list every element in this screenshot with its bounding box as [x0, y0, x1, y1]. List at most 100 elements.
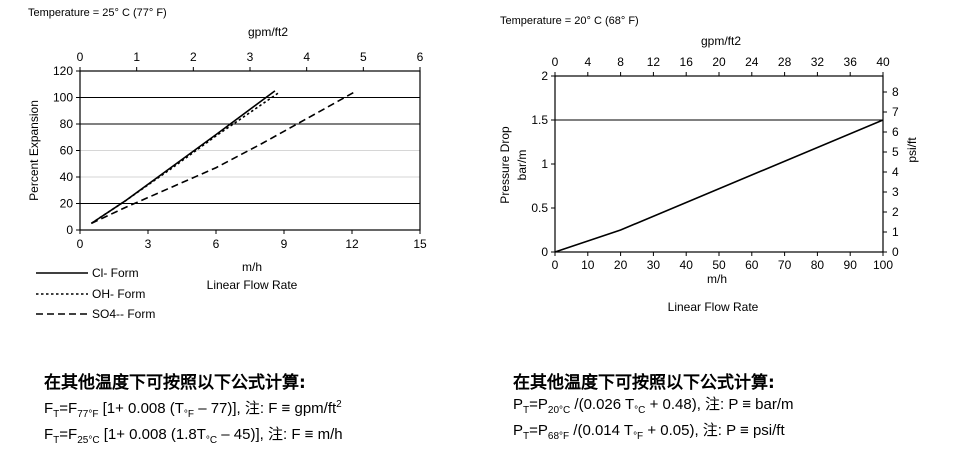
chart2-top-tick-label: 24 [745, 55, 759, 69]
chart1-x-axis-label-2: Linear Flow Rate [207, 278, 298, 292]
formula-text: – 77)], 注: F ≡ gpm/ft [194, 400, 337, 417]
chart1-series-line [90, 90, 357, 225]
formula-text: =P [529, 422, 548, 439]
chart2-y2-tick-label: 7 [892, 105, 899, 119]
chart1-legend-label: Cl- Form [92, 266, 139, 280]
chart1-top-tick-label: 1 [133, 50, 140, 64]
chart1-y-tick-label: 60 [60, 144, 74, 158]
formula-text: /(0.014 T [569, 422, 634, 439]
chart1-legend-label: OH- Form [92, 287, 145, 301]
formula-sub: T [53, 435, 60, 446]
chart2-y2-tick-label: 2 [892, 205, 899, 219]
chart1-x-tick-label: 6 [213, 237, 220, 251]
chart2-top-tick-label: 16 [680, 55, 694, 69]
chart2-top-tick-label: 36 [844, 55, 858, 69]
chart1-y-tick-label: 20 [60, 197, 74, 211]
formula-text: /(0.026 T [570, 396, 635, 413]
chart2-x-tick-label: 80 [811, 258, 825, 272]
formula-sub: 25°C [77, 435, 100, 446]
formula-text: F [44, 400, 54, 417]
chart2-y-tick-label: 0.5 [531, 201, 548, 215]
chart2-x-axis-label: m/h [707, 272, 727, 286]
chart2-x-tick-label: 0 [552, 258, 559, 272]
chart1-top-tick-label: 6 [417, 50, 424, 64]
chart2-top-tick-label: 12 [647, 55, 661, 69]
chart2-y-axis-unit: bar/m [515, 150, 529, 181]
chart2-x-tick-label: 20 [614, 258, 628, 272]
chart2-y-tick-label: 0 [541, 245, 548, 259]
formula-sub: 68°F [547, 431, 570, 442]
chart1-x-tick-label: 15 [413, 237, 427, 251]
chart2-x-tick-label: 60 [745, 258, 759, 272]
chart2-x-tick-label: 90 [844, 258, 858, 272]
chart2-y-tick-label: 1.5 [531, 113, 548, 127]
formula-text: + 0.48), 注: P ≡ bar/m [645, 396, 794, 413]
chart1-x-axis-label: m/h [242, 260, 262, 274]
chart2-top-axis-label: gpm/ft2 [701, 34, 741, 48]
formula-heading-left: 在其他温度下可按照以下公式计算: [44, 373, 306, 393]
formula-sup: 2 [336, 399, 342, 410]
formula-text: P [513, 396, 524, 413]
chart1-top-tick-label: 0 [77, 50, 84, 64]
chart1-x-tick-label: 12 [345, 237, 359, 251]
formula-block-left: 在其他温度下可按照以下公式计算: FT=F77°F [1+ 0.008 (T°F… [44, 371, 343, 451]
chart2-y2-tick-label: 0 [892, 245, 899, 259]
chart1-top-tick-label: 2 [190, 50, 197, 64]
chart1-top-tick-label: 5 [360, 50, 367, 64]
chart2-x-tick-label: 70 [778, 258, 792, 272]
chart1-y-tick-label: 100 [53, 91, 73, 105]
chart2-y-tick-label: 2 [541, 69, 548, 83]
chart2-plot-frame [554, 75, 884, 253]
chart2-top-tick-label: 40 [876, 55, 890, 69]
chart1-x-tick-label: 0 [77, 237, 84, 251]
chart2-top-tick-label: 8 [617, 55, 624, 69]
chart2-x-axis-label-2: Linear Flow Rate [668, 300, 759, 314]
formula-sub: 20°C [547, 405, 571, 416]
chart1-y-tick-label: 120 [53, 64, 73, 78]
chart2-top-tick-label: 32 [811, 55, 825, 69]
chart2-series-line [554, 119, 884, 253]
formula-right-line1: PT=P20°C /(0.026 T°C + 0.48), 注: P ≡ bar… [513, 395, 794, 421]
chart2-y2-tick-label: 8 [892, 85, 899, 99]
formula-text: [1+ 0.008 (1.8T [99, 426, 206, 443]
formula-sub: T [523, 431, 530, 442]
formula-text: F [44, 426, 54, 443]
chart1-top-axis-label: gpm/ft2 [248, 25, 288, 39]
chart2-x-tick-label: 100 [873, 258, 893, 272]
formula-left-line1: FT=F77°F [1+ 0.008 (T°F – 77)], 注: F ≡ g… [44, 395, 343, 425]
chart2-y2-axis-label: psi/ft [905, 137, 919, 163]
formula-text: P [513, 422, 524, 439]
formula-text: [1+ 0.008 (T [98, 400, 184, 417]
formula-sub: T [523, 405, 530, 416]
formula-text: =F [59, 400, 78, 417]
chart1-top-tick-label: 3 [247, 50, 254, 64]
chart2-y-tick-label: 1 [541, 157, 548, 171]
chart1-top-tick-label: 4 [303, 50, 310, 64]
chart1-x-tick-label: 3 [145, 237, 152, 251]
chart1-series-line [90, 91, 280, 225]
chart2-y2-tick-label: 1 [892, 225, 899, 239]
formula-sub: °F [633, 431, 644, 442]
formula-sub: 77°F [77, 409, 99, 420]
chart2-x-tick-label: 50 [712, 258, 726, 272]
chart1-y-tick-label: 40 [60, 170, 74, 184]
chart2-x-tick-label: 10 [581, 258, 595, 272]
chart2-y2-tick-label: 5 [892, 145, 899, 159]
chart2-y2-tick-label: 3 [892, 185, 899, 199]
formula-text: + 0.05), 注: P ≡ psi/ft [643, 422, 785, 439]
formula-sub: °C [205, 435, 218, 446]
formula-text: =P [529, 396, 548, 413]
chart2-y2-tick-label: 4 [892, 165, 899, 179]
chart1-title: Temperature = 25° C (77° F) [28, 7, 167, 19]
formula-text: – 45)], 注: F ≡ m/h [217, 426, 343, 443]
formula-block-right: 在其他温度下可按照以下公式计算: PT=P20°C /(0.026 T°C + … [513, 371, 794, 447]
formula-heading-right: 在其他温度下可按照以下公式计算: [513, 373, 775, 393]
chart2-title: Temperature = 20° C (68° F) [500, 15, 639, 27]
chart2-y-axis-label: Pressure Drop [498, 126, 512, 204]
chart2-y2-tick-label: 6 [892, 125, 899, 139]
formula-text: =F [59, 426, 78, 443]
chart2-top-tick-label: 20 [712, 55, 726, 69]
chart2-top-tick-label: 0 [552, 55, 559, 69]
chart1-y-tick-label: 80 [60, 117, 74, 131]
